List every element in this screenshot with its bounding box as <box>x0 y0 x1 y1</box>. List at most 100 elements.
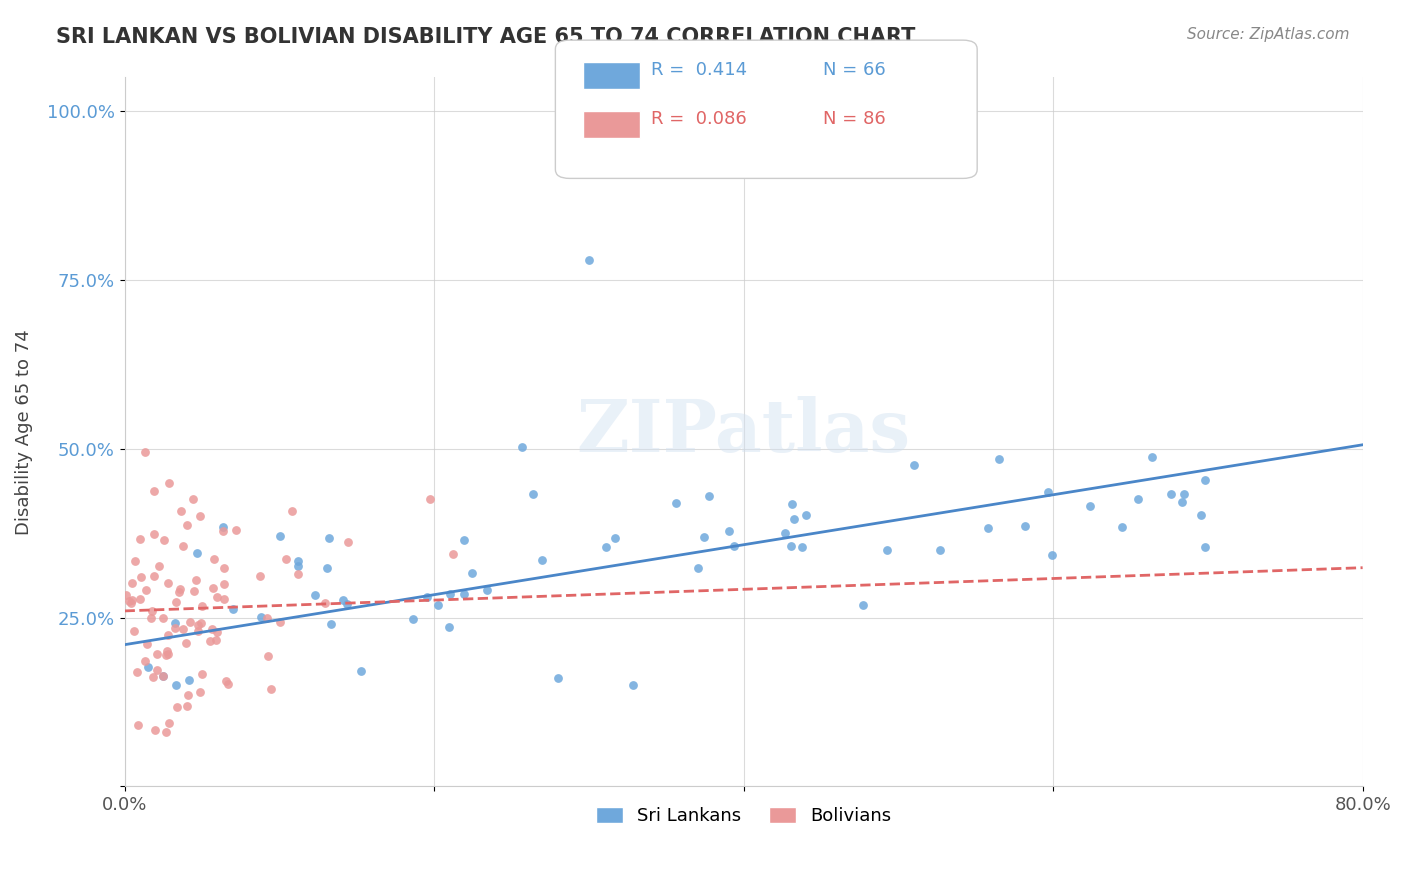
Point <box>336 534 359 549</box>
Point <box>115 589 138 603</box>
Point <box>1194 473 1216 487</box>
Point <box>1040 548 1063 562</box>
Point <box>332 593 354 607</box>
Point <box>1189 508 1212 522</box>
Point <box>135 637 157 651</box>
Point <box>269 529 291 543</box>
Point <box>165 678 187 692</box>
Point <box>426 598 449 612</box>
Point <box>129 592 152 607</box>
Point <box>718 524 741 538</box>
Point <box>336 597 359 611</box>
Point <box>530 553 553 567</box>
Point <box>170 504 193 518</box>
Point <box>183 584 205 599</box>
Point <box>1036 485 1059 500</box>
Point <box>212 561 235 575</box>
Point <box>350 664 373 678</box>
Point <box>212 520 235 534</box>
Point <box>139 610 162 624</box>
Point <box>124 554 146 568</box>
Point <box>1078 499 1101 513</box>
Point <box>217 677 239 691</box>
Point <box>304 588 326 602</box>
Point <box>419 492 441 507</box>
Text: Source: ZipAtlas.com: Source: ZipAtlas.com <box>1187 27 1350 42</box>
Point <box>212 591 235 606</box>
Point <box>157 576 180 591</box>
Point <box>416 591 439 605</box>
Point <box>977 521 1000 535</box>
Point <box>214 577 236 591</box>
Point <box>166 699 188 714</box>
Y-axis label: Disability Age 65 to 74: Disability Age 65 to 74 <box>15 329 32 535</box>
Point <box>256 611 278 625</box>
Point <box>174 636 197 650</box>
Point <box>595 541 617 555</box>
Point <box>779 539 801 553</box>
Point <box>142 670 165 684</box>
Point <box>157 715 180 730</box>
Point <box>204 632 226 647</box>
Point <box>773 526 796 541</box>
Point <box>903 458 925 472</box>
Point <box>184 573 207 587</box>
Point <box>621 678 644 692</box>
Point <box>1126 491 1149 506</box>
Point <box>578 252 600 267</box>
Point <box>128 532 150 546</box>
Point <box>665 496 688 510</box>
Point <box>157 475 180 490</box>
Point <box>179 615 201 629</box>
Point <box>693 530 716 544</box>
Text: R =  0.414: R = 0.414 <box>651 61 747 78</box>
Point <box>136 660 159 674</box>
Point <box>274 552 297 566</box>
Point <box>156 647 179 661</box>
Point <box>1194 540 1216 554</box>
Point <box>212 524 235 539</box>
Point <box>169 582 191 597</box>
Point <box>122 624 145 638</box>
Point <box>190 508 212 523</box>
Text: ZIPatlas: ZIPatlas <box>576 396 911 467</box>
Point <box>172 622 194 636</box>
Point <box>181 491 204 506</box>
Point <box>222 602 245 616</box>
Text: SRI LANKAN VS BOLIVIAN DISABILITY AGE 65 TO 74 CORRELATION CHART: SRI LANKAN VS BOLIVIAN DISABILITY AGE 65… <box>56 27 915 46</box>
Point <box>127 717 149 731</box>
Point <box>142 527 165 541</box>
Point <box>697 489 720 503</box>
Point <box>143 569 166 583</box>
Point <box>281 504 304 518</box>
Point <box>134 654 156 668</box>
Point <box>453 533 475 548</box>
Point <box>439 587 461 601</box>
Point <box>876 543 898 558</box>
Point <box>167 585 190 599</box>
Point <box>723 539 745 553</box>
Point <box>200 634 222 648</box>
Point <box>188 684 211 698</box>
Point <box>1140 450 1163 464</box>
Point <box>205 625 228 640</box>
Point <box>190 615 212 630</box>
Point <box>176 518 198 533</box>
Point <box>134 445 156 459</box>
Point <box>187 617 209 632</box>
Text: N = 86: N = 86 <box>823 110 886 128</box>
Point <box>686 561 709 575</box>
Point <box>186 546 208 560</box>
Point <box>155 725 177 739</box>
Point <box>202 551 225 566</box>
Point <box>148 559 170 574</box>
Point <box>156 628 179 642</box>
Point <box>214 674 236 689</box>
Point <box>127 665 149 680</box>
Text: N = 66: N = 66 <box>823 61 886 78</box>
Point <box>475 583 498 598</box>
Point <box>1111 520 1133 534</box>
Point <box>603 531 626 545</box>
Point <box>163 615 186 630</box>
Point <box>118 593 141 607</box>
